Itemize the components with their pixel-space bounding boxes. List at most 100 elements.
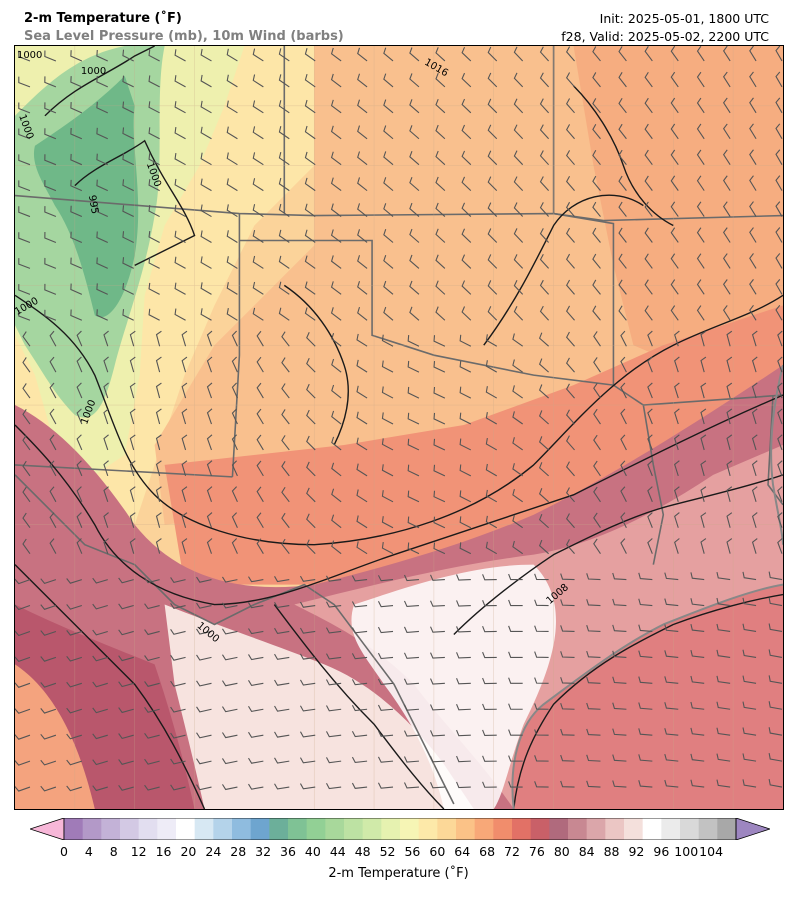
colorbar-cell [138, 818, 158, 840]
wind-barb [435, 202, 446, 217]
wind-barb [231, 408, 238, 425]
wind-barb [592, 46, 601, 62]
wind-barb [534, 703, 549, 710]
wind-barb [381, 542, 394, 555]
wind-barb [70, 50, 83, 62]
wind-barb [726, 512, 733, 528]
wind-barb [487, 202, 498, 217]
wind-barb [674, 460, 680, 477]
wind-barb [22, 512, 31, 529]
wind-barb [44, 128, 57, 140]
wind-barb [565, 539, 575, 555]
wind-barb [252, 100, 264, 114]
wind-barb [252, 152, 264, 166]
temp-field-90s [164, 604, 474, 809]
wind-barb [330, 203, 342, 217]
colorbar-tick-label: 12 [130, 844, 147, 859]
wind-barb [15, 786, 31, 792]
wind-barb [513, 124, 524, 140]
wind-barb [620, 460, 627, 477]
wind-barb [155, 330, 162, 347]
wind-barb [304, 99, 316, 114]
title-block: 2-m Temperature (˚F) Sea Level Pressure … [24, 10, 344, 46]
wind-barb [487, 72, 498, 88]
wind-barb [49, 382, 57, 399]
colorbar-cell [64, 818, 84, 840]
wind-barb [22, 538, 31, 554]
wind-barb [356, 463, 368, 477]
wind-barb [508, 625, 523, 633]
wind-barb [174, 49, 186, 62]
wind-barb [618, 253, 627, 269]
wind-barb [381, 464, 394, 477]
wind-barb [487, 228, 498, 243]
colorbar-tick-label: 56 [404, 844, 421, 859]
wind-barb [461, 124, 472, 140]
wind-barb [299, 653, 316, 660]
wind-barb [664, 702, 679, 710]
wind-barb [66, 681, 82, 688]
wind-barb [742, 649, 757, 658]
wind-barb [407, 490, 420, 503]
wind-barb [103, 382, 109, 399]
wind-barb [620, 356, 627, 373]
wind-barb [252, 178, 264, 192]
wind-barb [539, 46, 550, 62]
wind-barb [459, 360, 472, 373]
wind-barb [592, 72, 601, 88]
wind-barb [768, 649, 783, 658]
wind-barb [148, 101, 160, 114]
colorbar-extend-high [735, 818, 770, 840]
wind-barb [586, 573, 601, 581]
county-lines [15, 46, 783, 809]
wind-barb [40, 578, 57, 585]
wind-barb [690, 572, 705, 581]
wind-barb [383, 203, 394, 217]
wind-barb [148, 127, 160, 140]
wind-barb [148, 153, 160, 166]
wind-barb [70, 102, 83, 114]
wind-barb [118, 603, 134, 610]
wind-barb [357, 177, 368, 192]
wind-barb [700, 330, 707, 347]
wind-barb [331, 462, 342, 477]
wind-barb [155, 486, 162, 502]
wind-barb [612, 702, 627, 710]
wind-barb [456, 678, 471, 685]
wind-barb [92, 681, 108, 688]
wind-barb [96, 153, 108, 166]
wind-barb [534, 573, 549, 581]
wind-barb [357, 306, 368, 321]
wind-barb [44, 206, 57, 218]
wind-barb [538, 384, 549, 399]
wind-barb [538, 488, 549, 503]
wind-barb [118, 785, 134, 791]
wind-barb [777, 330, 783, 347]
colorbar-cell [437, 818, 457, 840]
wind-barb [777, 486, 783, 502]
colorbar-tick-label: 88 [603, 844, 620, 859]
wind-barb [690, 753, 705, 762]
wind-barb [381, 360, 394, 373]
wind-barb [459, 490, 472, 503]
wind-barb [586, 754, 601, 762]
wind-barb [221, 784, 238, 791]
wind-barb [777, 408, 783, 425]
wind-barb [487, 280, 498, 295]
wind-barb [181, 434, 188, 451]
wind-barb [722, 201, 731, 217]
wind-barb [252, 255, 264, 269]
wind-barb [174, 101, 186, 114]
wind-barb [638, 702, 653, 710]
wind-barb [129, 408, 136, 425]
wind-barb [644, 201, 653, 217]
wind-barb [539, 279, 550, 295]
wind-barb [618, 227, 627, 243]
wind-barb [44, 232, 57, 243]
wind-barb [565, 305, 575, 321]
wind-barb [92, 759, 108, 766]
wind-barb [435, 280, 446, 295]
wind-barb [40, 656, 57, 662]
wind-barb [274, 731, 290, 738]
wind-barb [647, 538, 653, 554]
